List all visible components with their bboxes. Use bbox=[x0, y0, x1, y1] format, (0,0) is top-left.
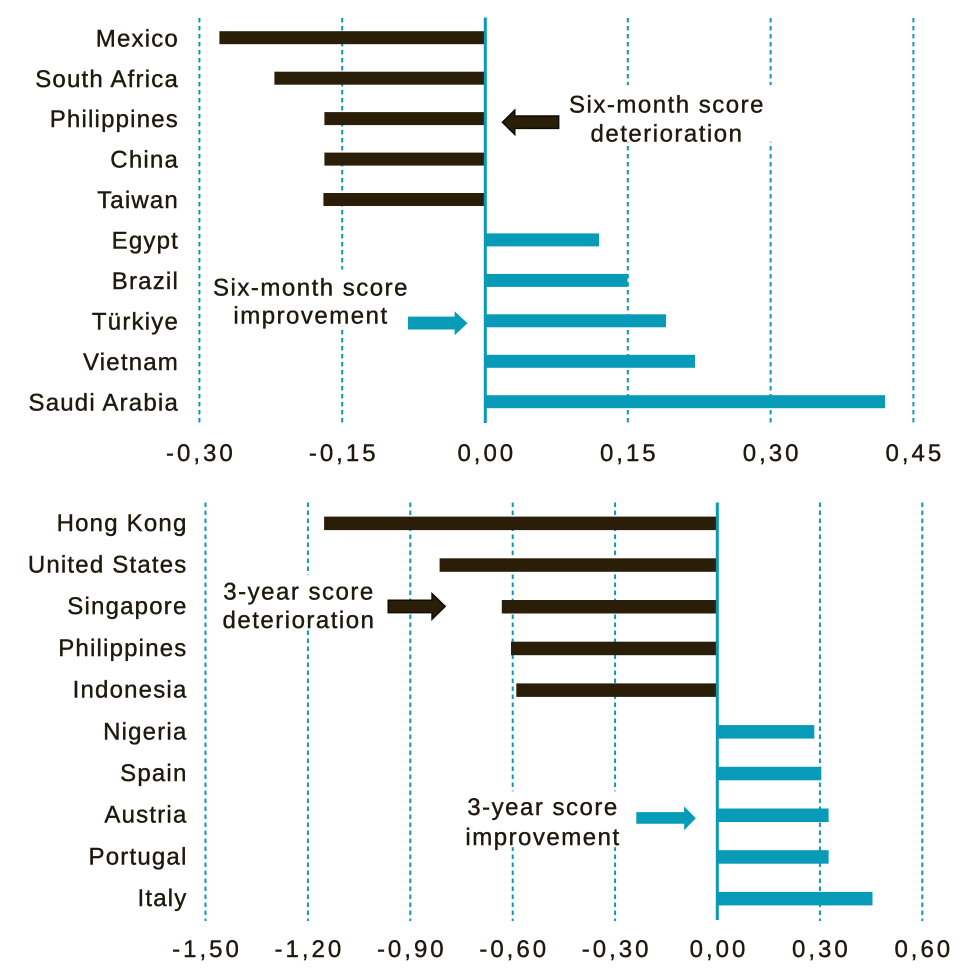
svg-text:0,30: 0,30 bbox=[792, 936, 851, 963]
svg-text:deterioration: deterioration bbox=[223, 607, 376, 634]
svg-text:Six-month score: Six-month score bbox=[569, 91, 765, 118]
svg-text:Portugal: Portugal bbox=[89, 843, 188, 870]
svg-text:Italy: Italy bbox=[137, 885, 187, 912]
svg-text:Singapore: Singapore bbox=[67, 593, 187, 620]
svg-text:improvement: improvement bbox=[233, 302, 388, 329]
svg-text:Brazil: Brazil bbox=[112, 268, 179, 295]
svg-text:United States: United States bbox=[28, 552, 188, 579]
svg-text:Vietnam: Vietnam bbox=[83, 349, 179, 376]
svg-text:China: China bbox=[110, 147, 179, 174]
svg-text:0,15: 0,15 bbox=[600, 440, 659, 467]
svg-text:-0,15: -0,15 bbox=[309, 440, 379, 467]
svg-text:-0,90: -0,90 bbox=[377, 936, 447, 963]
svg-text:-0,30: -0,30 bbox=[166, 440, 236, 467]
svg-text:Egypt: Egypt bbox=[112, 228, 179, 255]
svg-text:South Africa: South Africa bbox=[35, 66, 179, 93]
svg-text:Philippines: Philippines bbox=[50, 106, 179, 133]
svg-text:improvement: improvement bbox=[465, 824, 620, 851]
svg-text:Saudi Arabia: Saudi Arabia bbox=[28, 389, 179, 416]
svg-text:3-year score: 3-year score bbox=[223, 579, 374, 606]
svg-text:Indonesia: Indonesia bbox=[73, 677, 188, 704]
svg-text:deterioration: deterioration bbox=[591, 121, 744, 148]
svg-text:0,30: 0,30 bbox=[743, 440, 802, 467]
svg-text:Taiwan: Taiwan bbox=[97, 187, 179, 214]
svg-text:Hong Kong: Hong Kong bbox=[57, 510, 188, 537]
svg-text:0,00: 0,00 bbox=[690, 936, 749, 963]
svg-text:Türkiye: Türkiye bbox=[92, 308, 179, 335]
svg-text:Spain: Spain bbox=[120, 760, 187, 787]
svg-text:-1,20: -1,20 bbox=[275, 936, 345, 963]
svg-text:Austria: Austria bbox=[104, 802, 187, 829]
svg-text:Philippines: Philippines bbox=[58, 635, 187, 662]
svg-text:Mexico: Mexico bbox=[96, 25, 179, 52]
svg-text:3-year score: 3-year score bbox=[467, 794, 618, 821]
svg-text:-0,60: -0,60 bbox=[479, 936, 549, 963]
svg-text:-0,30: -0,30 bbox=[582, 936, 652, 963]
svg-text:Nigeria: Nigeria bbox=[103, 718, 187, 745]
svg-text:0,00: 0,00 bbox=[457, 440, 516, 467]
svg-text:Six-month score: Six-month score bbox=[213, 274, 409, 301]
svg-text:0,45: 0,45 bbox=[886, 440, 945, 467]
svg-text:0,60: 0,60 bbox=[894, 936, 953, 963]
svg-text:-1,50: -1,50 bbox=[172, 936, 242, 963]
